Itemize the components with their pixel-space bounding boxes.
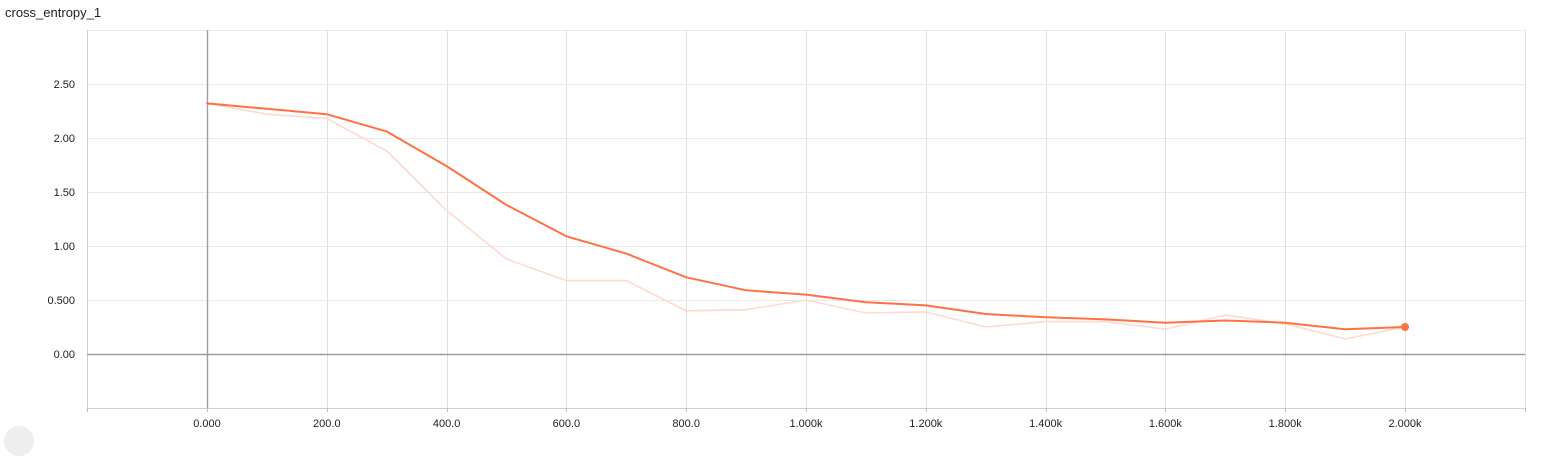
x-tick-label: 1.600k — [1149, 418, 1183, 430]
y-tick-label: 0.00 — [54, 349, 75, 361]
y-tick-label: 2.50 — [54, 79, 75, 91]
x-tick-label: 1.200k — [909, 418, 943, 430]
x-tick-label: 1.400k — [1029, 418, 1063, 430]
x-tick-label: 600.0 — [553, 418, 581, 430]
x-tick-label: 1.800k — [1269, 418, 1303, 430]
y-tick-label: 0.500 — [47, 295, 75, 307]
x-tick-label: 1.000k — [789, 418, 823, 430]
series-line-raw — [206, 102, 1406, 340]
grid — [87, 30, 1526, 409]
x-tick-label: 800.0 — [672, 418, 700, 430]
x-tick-label: 200.0 — [313, 418, 341, 430]
series — [206, 102, 1409, 340]
y-tick-label: 1.50 — [54, 187, 75, 199]
axes — [87, 30, 1526, 412]
x-tick-label: 2.000k — [1388, 418, 1422, 430]
chart-title: cross_entropy_1 — [5, 5, 102, 20]
series-line-smoothed — [206, 102, 1406, 331]
tick-labels: 0.000 200.0 400.0 600.0 800.0 1.000k 1.200k 1.4… — [47, 79, 1422, 430]
y-tick-label: 1.00 — [54, 241, 75, 253]
last-point-marker — [1401, 323, 1409, 331]
x-tick-label: 0.000 — [193, 418, 221, 430]
x-tick-label: 400.0 — [433, 418, 461, 430]
chart-action-button[interactable] — [4, 426, 34, 456]
line-chart: 0.000 200.0 400.0 600.0 800.0 1.000k 1.200k 1.4… — [47, 30, 1526, 430]
y-tick-label: 2.00 — [54, 133, 75, 145]
